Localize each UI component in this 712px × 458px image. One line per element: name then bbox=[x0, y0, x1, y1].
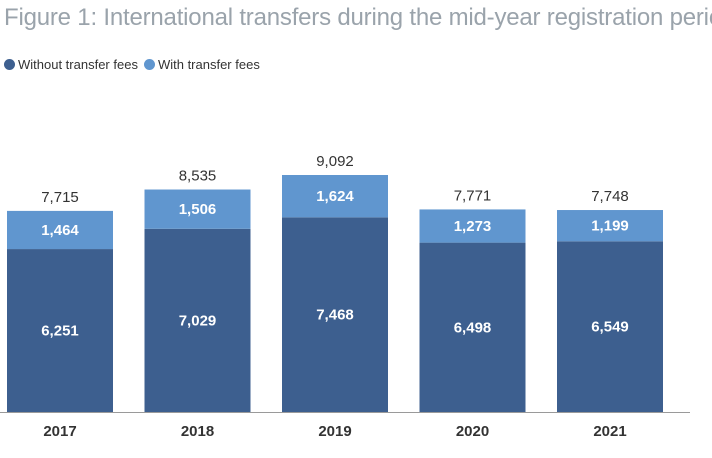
data-label-without-fees-2019: 7,468 bbox=[316, 307, 354, 324]
category-label-2018: 2018 bbox=[181, 423, 214, 440]
category-label-2020: 2020 bbox=[456, 423, 489, 440]
data-label-without-fees-2021: 6,549 bbox=[591, 319, 629, 336]
legend-swatch-without-fees bbox=[4, 59, 15, 70]
legend-item-without-fees: Without transfer fees bbox=[4, 57, 138, 72]
data-label-with-fees-2021: 1,199 bbox=[591, 218, 629, 235]
bar-with-fees-2019 bbox=[282, 175, 388, 218]
total-label-2018: 8,535 bbox=[179, 168, 217, 185]
bar-with-fees-2018 bbox=[144, 189, 251, 229]
bar-without-fees-2019 bbox=[282, 217, 388, 412]
bar-with-fees-2021 bbox=[557, 210, 663, 242]
legend-item-with-fees: With transfer fees bbox=[143, 57, 260, 72]
legend-swatch-with-fees bbox=[143, 59, 155, 70]
legend-label-with-fees: With transfer fees bbox=[157, 57, 260, 72]
chart-title: Figure 1: International transfers during… bbox=[4, 4, 712, 31]
data-label-with-fees-2017: 1,464 bbox=[41, 222, 79, 239]
bar-without-fees-2021 bbox=[557, 241, 663, 412]
bar-without-fees-2017 bbox=[7, 249, 113, 412]
bar-without-fees-2018 bbox=[144, 228, 251, 412]
bar-with-fees-2017 bbox=[7, 210, 113, 250]
data-label-with-fees-2019: 1,624 bbox=[316, 188, 354, 205]
total-label-2020: 7,771 bbox=[454, 187, 492, 204]
data-label-with-fees-2018: 1,506 bbox=[179, 201, 217, 218]
bar-without-fees-2020 bbox=[419, 242, 526, 412]
legend: Without transfer fees With transfer fees bbox=[4, 57, 266, 72]
total-label-2021: 7,748 bbox=[591, 188, 629, 205]
bar-with-fees-2020 bbox=[419, 209, 526, 243]
data-label-with-fees-2020: 1,273 bbox=[454, 218, 492, 235]
data-label-without-fees-2017: 6,251 bbox=[41, 323, 79, 340]
data-label-without-fees-2018: 7,029 bbox=[179, 312, 217, 329]
total-label-2017: 7,715 bbox=[41, 189, 79, 206]
total-label-2019: 9,092 bbox=[316, 153, 354, 170]
category-label-2021: 2021 bbox=[593, 423, 626, 440]
legend-label-without-fees: Without transfer fees bbox=[18, 57, 138, 72]
category-label-2019: 2019 bbox=[318, 423, 351, 440]
category-label-2017: 2017 bbox=[43, 423, 76, 440]
data-label-without-fees-2020: 6,498 bbox=[454, 319, 492, 336]
